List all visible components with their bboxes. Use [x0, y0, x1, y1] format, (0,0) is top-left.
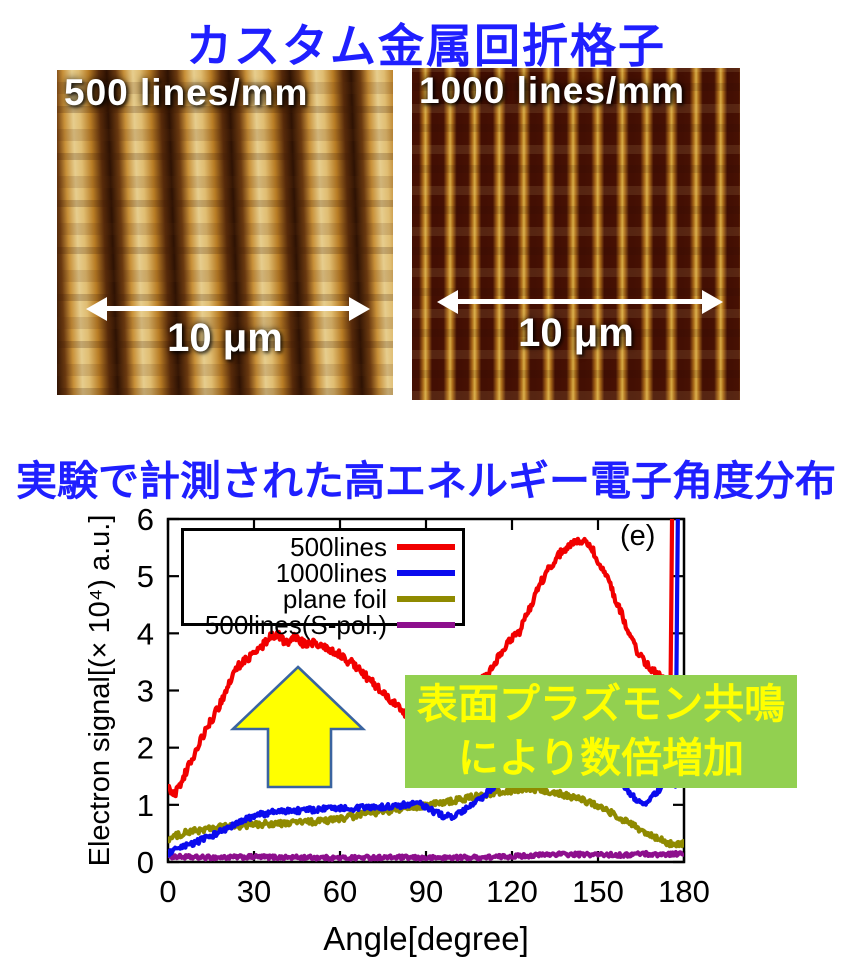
arrowhead-left-icon [437, 290, 458, 314]
x-tick-label: 60 [323, 874, 357, 909]
annotation-line1: 表面プラズモン共鳴 [416, 681, 786, 728]
x-axis-title: Angle[degree] [323, 920, 529, 957]
y-tick-label: 5 [137, 559, 154, 594]
legend-item-1000lines: 1000lines [191, 560, 455, 586]
y-axis-title: Electron signal[(× 10⁴) a.u.] [84, 515, 116, 867]
y-tick-label: 4 [137, 616, 154, 651]
scale-label: 10 μm [518, 311, 634, 355]
chart-legend: 500lines 1000lines plane foil 500lines(S-po… [181, 528, 465, 638]
legend-label: 500lines [290, 532, 387, 562]
legend-label: 500lines(S-pol.) [204, 610, 387, 640]
arrowhead-right-icon [702, 290, 723, 314]
panel-label: (e) [620, 520, 656, 552]
afm-label-1000: 1000 lines/mm [419, 70, 685, 111]
x-tick-label: 120 [486, 874, 538, 909]
x-tick-label: 90 [409, 874, 443, 909]
increase-arrow-icon [229, 665, 367, 789]
afm-image-1000lines: 1000 lines/mm 10 μm [412, 68, 740, 400]
legend-color-line [397, 622, 455, 628]
y-tick-label: 2 [137, 731, 154, 766]
legend-item-500lines-s-pol-: 500lines(S-pol.) [191, 612, 455, 638]
afm-image-500lines: 500 lines/mm 10 μm [57, 70, 393, 395]
y-tick-label: 1 [137, 788, 154, 823]
legend-label: plane foil [282, 584, 387, 614]
series-line-500lines-s-pol- [168, 849, 684, 862]
legend-item-500lines: 500lines [191, 534, 455, 560]
afm-label-500: 500 lines/mm [64, 72, 309, 113]
page-title: カスタム金属回折格子 [186, 20, 666, 72]
section-title-experiment: 実験で計測された高エネルギー電子角度分布 [16, 458, 836, 504]
legend-color-line [397, 570, 455, 576]
y-tick-label: 0 [137, 845, 154, 880]
x-tick-label: 180 [658, 874, 710, 909]
x-tick-label: 0 [159, 874, 176, 909]
annotation-box: 表面プラズモン共鳴 により数倍増加 [405, 675, 797, 788]
legend-color-line [397, 544, 455, 550]
y-tick-label: 3 [137, 674, 154, 709]
y-tick-label: 6 [137, 502, 154, 537]
annotation-line2: により数倍増加 [457, 734, 745, 781]
scale-label: 10 μm [167, 316, 283, 360]
x-tick-label: 150 [572, 874, 624, 909]
legend-color-line [397, 596, 455, 602]
legend-item-plane-foil: plane foil [191, 586, 455, 612]
arrowhead-left-icon [86, 297, 107, 321]
legend-label: 1000lines [275, 558, 387, 588]
x-tick-label: 30 [237, 874, 271, 909]
scale-line [103, 306, 353, 311]
scale-line [454, 299, 706, 304]
arrowhead-right-icon [349, 297, 370, 321]
electron-angle-chart: 0 30 60 90 120 150 180 0 1 2 3 4 5 6 Angle[degree] Elec… [0, 500, 852, 958]
